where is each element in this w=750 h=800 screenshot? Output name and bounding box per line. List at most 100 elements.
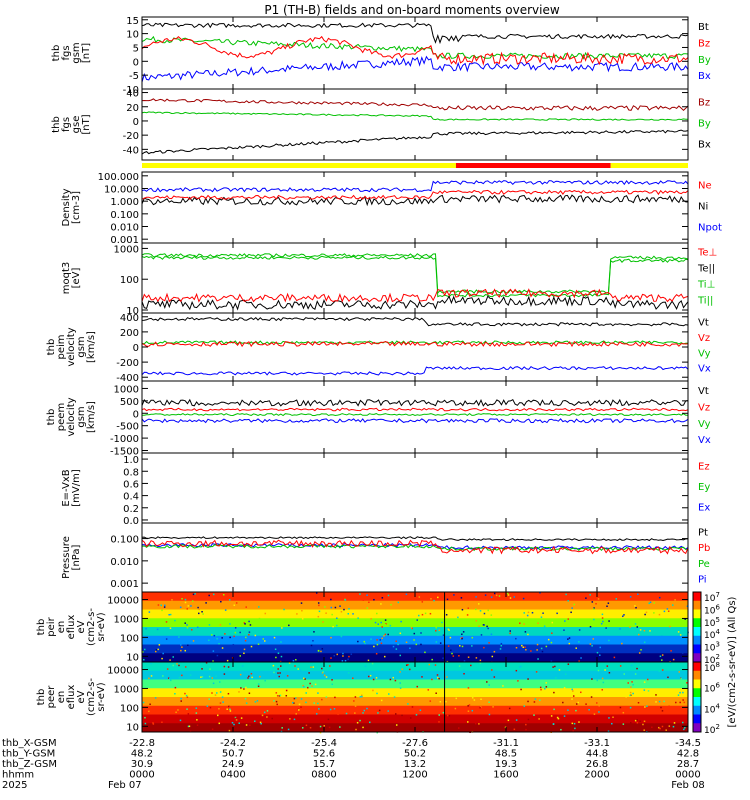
spectrogram-pixel <box>460 637 462 640</box>
spectrogram-pixel <box>240 687 242 689</box>
spectrogram-pixel <box>653 721 656 724</box>
spectrogram-pixel <box>419 709 422 712</box>
spectrogram-pixel <box>527 598 530 601</box>
spectrogram-pixel <box>550 660 553 662</box>
spectrogram-pixel <box>539 592 541 594</box>
spectrogram-pixel <box>467 687 470 689</box>
spectrogram-pixel <box>366 594 368 596</box>
spectrogram-pixel <box>243 648 246 651</box>
spectrogram-pixel <box>490 633 493 635</box>
spectrogram-pixel <box>530 650 532 652</box>
spectrogram-pixel <box>340 610 343 613</box>
y-tick-label: 0.2 <box>123 504 139 515</box>
spectrogram-pixel <box>625 696 627 698</box>
legend-Vy: Vy <box>698 419 711 430</box>
spectrogram-pixel <box>328 726 331 729</box>
spectrogram-pixel <box>442 657 444 659</box>
spectrogram-pixel <box>280 641 282 643</box>
footer-value: 30.9 <box>131 759 153 770</box>
spectrogram-pixel <box>418 596 421 598</box>
spectrogram-pixel <box>234 716 237 719</box>
spectrogram-pixel <box>601 689 604 691</box>
spectrogram-pixel <box>272 691 274 694</box>
colorbar-tick-exp: 2 <box>715 723 719 731</box>
y-axis-label: en <box>56 691 67 704</box>
spectrogram-pixel <box>243 622 246 624</box>
spectrogram-pixel <box>168 613 170 616</box>
spectrogram-pixel <box>519 666 521 668</box>
spectrogram-pixel <box>177 615 180 617</box>
y-axis-label: thb <box>46 339 57 356</box>
spectrogram-pixel <box>566 650 569 653</box>
spectrogram-pixel <box>527 678 529 680</box>
spectrogram-pixel <box>222 610 224 612</box>
spectrogram-pixel <box>420 643 422 646</box>
y-axis-label: gsm <box>76 336 87 357</box>
spectrogram-pixel <box>495 597 497 600</box>
spectrogram-pixel <box>679 691 681 694</box>
spectrogram-pixel <box>300 698 303 700</box>
spectrogram-pixel <box>313 702 315 704</box>
spectrogram-pixel <box>165 638 168 640</box>
spectrogram-pixel <box>384 633 387 636</box>
spectrogram-pixel <box>322 621 324 623</box>
spectrogram-pixel <box>217 714 219 717</box>
spectrogram-band <box>142 714 688 724</box>
panel-frame <box>141 171 689 244</box>
spectrogram-pixel <box>293 718 296 721</box>
spectrogram-pixel <box>410 627 413 629</box>
spectrogram-pixel <box>345 647 348 650</box>
legend-Ni: Ni <box>698 202 708 213</box>
spectrogram-pixel <box>148 611 151 613</box>
spectrogram-pixel <box>599 654 601 656</box>
spectrogram-pixel <box>553 708 555 711</box>
spectrogram-pixel <box>424 651 426 654</box>
spectrogram-pixel <box>395 640 397 642</box>
spectrogram-pixel <box>522 601 524 604</box>
spectrogram-pixel <box>441 621 443 624</box>
spectrogram-pixel <box>606 605 608 608</box>
spectrogram-pixel <box>363 709 366 712</box>
spectrogram-pixel <box>218 643 220 645</box>
spectrogram-pixel <box>208 698 210 700</box>
spectrogram-pixel <box>308 672 310 674</box>
footer-value: 19.3 <box>495 759 517 770</box>
spectrogram-pixel <box>487 609 489 612</box>
spectrogram-pixel <box>457 616 459 619</box>
spectrogram-pixel <box>231 722 234 724</box>
colorbar-segment <box>693 697 701 707</box>
spectrogram-pixel <box>366 607 369 609</box>
legend-Te||: Te|| <box>697 264 715 275</box>
spectrogram-pixel <box>675 701 677 704</box>
spectrogram-pixel <box>513 728 516 731</box>
spectrogram-pixel <box>266 633 268 636</box>
spectrogram-pixel <box>558 669 561 671</box>
spectrogram-pixel <box>627 682 629 684</box>
spectrogram-pixel <box>184 622 186 624</box>
spectrogram-pixel <box>317 692 319 694</box>
spectrogram-pixel <box>380 621 382 624</box>
series-Vz <box>141 340 689 348</box>
spectrogram-pixel <box>658 613 661 616</box>
spectrogram-pixel <box>328 677 330 679</box>
spectrogram-pixel <box>375 652 378 655</box>
spectrogram-pixel <box>321 632 324 635</box>
spectrogram-pixel <box>376 731 379 734</box>
spectrogram-pixel <box>275 656 277 659</box>
spectrogram-pixel <box>180 700 182 702</box>
spectrogram-pixel <box>374 621 377 624</box>
y-tick-label: 1000 <box>114 684 139 695</box>
panel-frame <box>141 16 689 90</box>
spectrogram-pixel <box>336 617 338 619</box>
spectrogram-pixel <box>252 677 255 680</box>
legend-Ti⊥: Ti⊥ <box>697 280 715 291</box>
legend-Ez: Ez <box>698 461 710 472</box>
spectrogram-pixel <box>420 632 422 634</box>
spectrogram-pixel <box>329 647 332 649</box>
spectrogram-pixel <box>461 645 464 648</box>
spectrogram-pixel <box>680 646 683 648</box>
colorbar-tick-exp: 4 <box>715 702 720 710</box>
spectrogram-pixel <box>198 612 200 615</box>
colorbar-tick: 103 <box>704 641 720 654</box>
spectrogram-pixel <box>330 636 332 639</box>
